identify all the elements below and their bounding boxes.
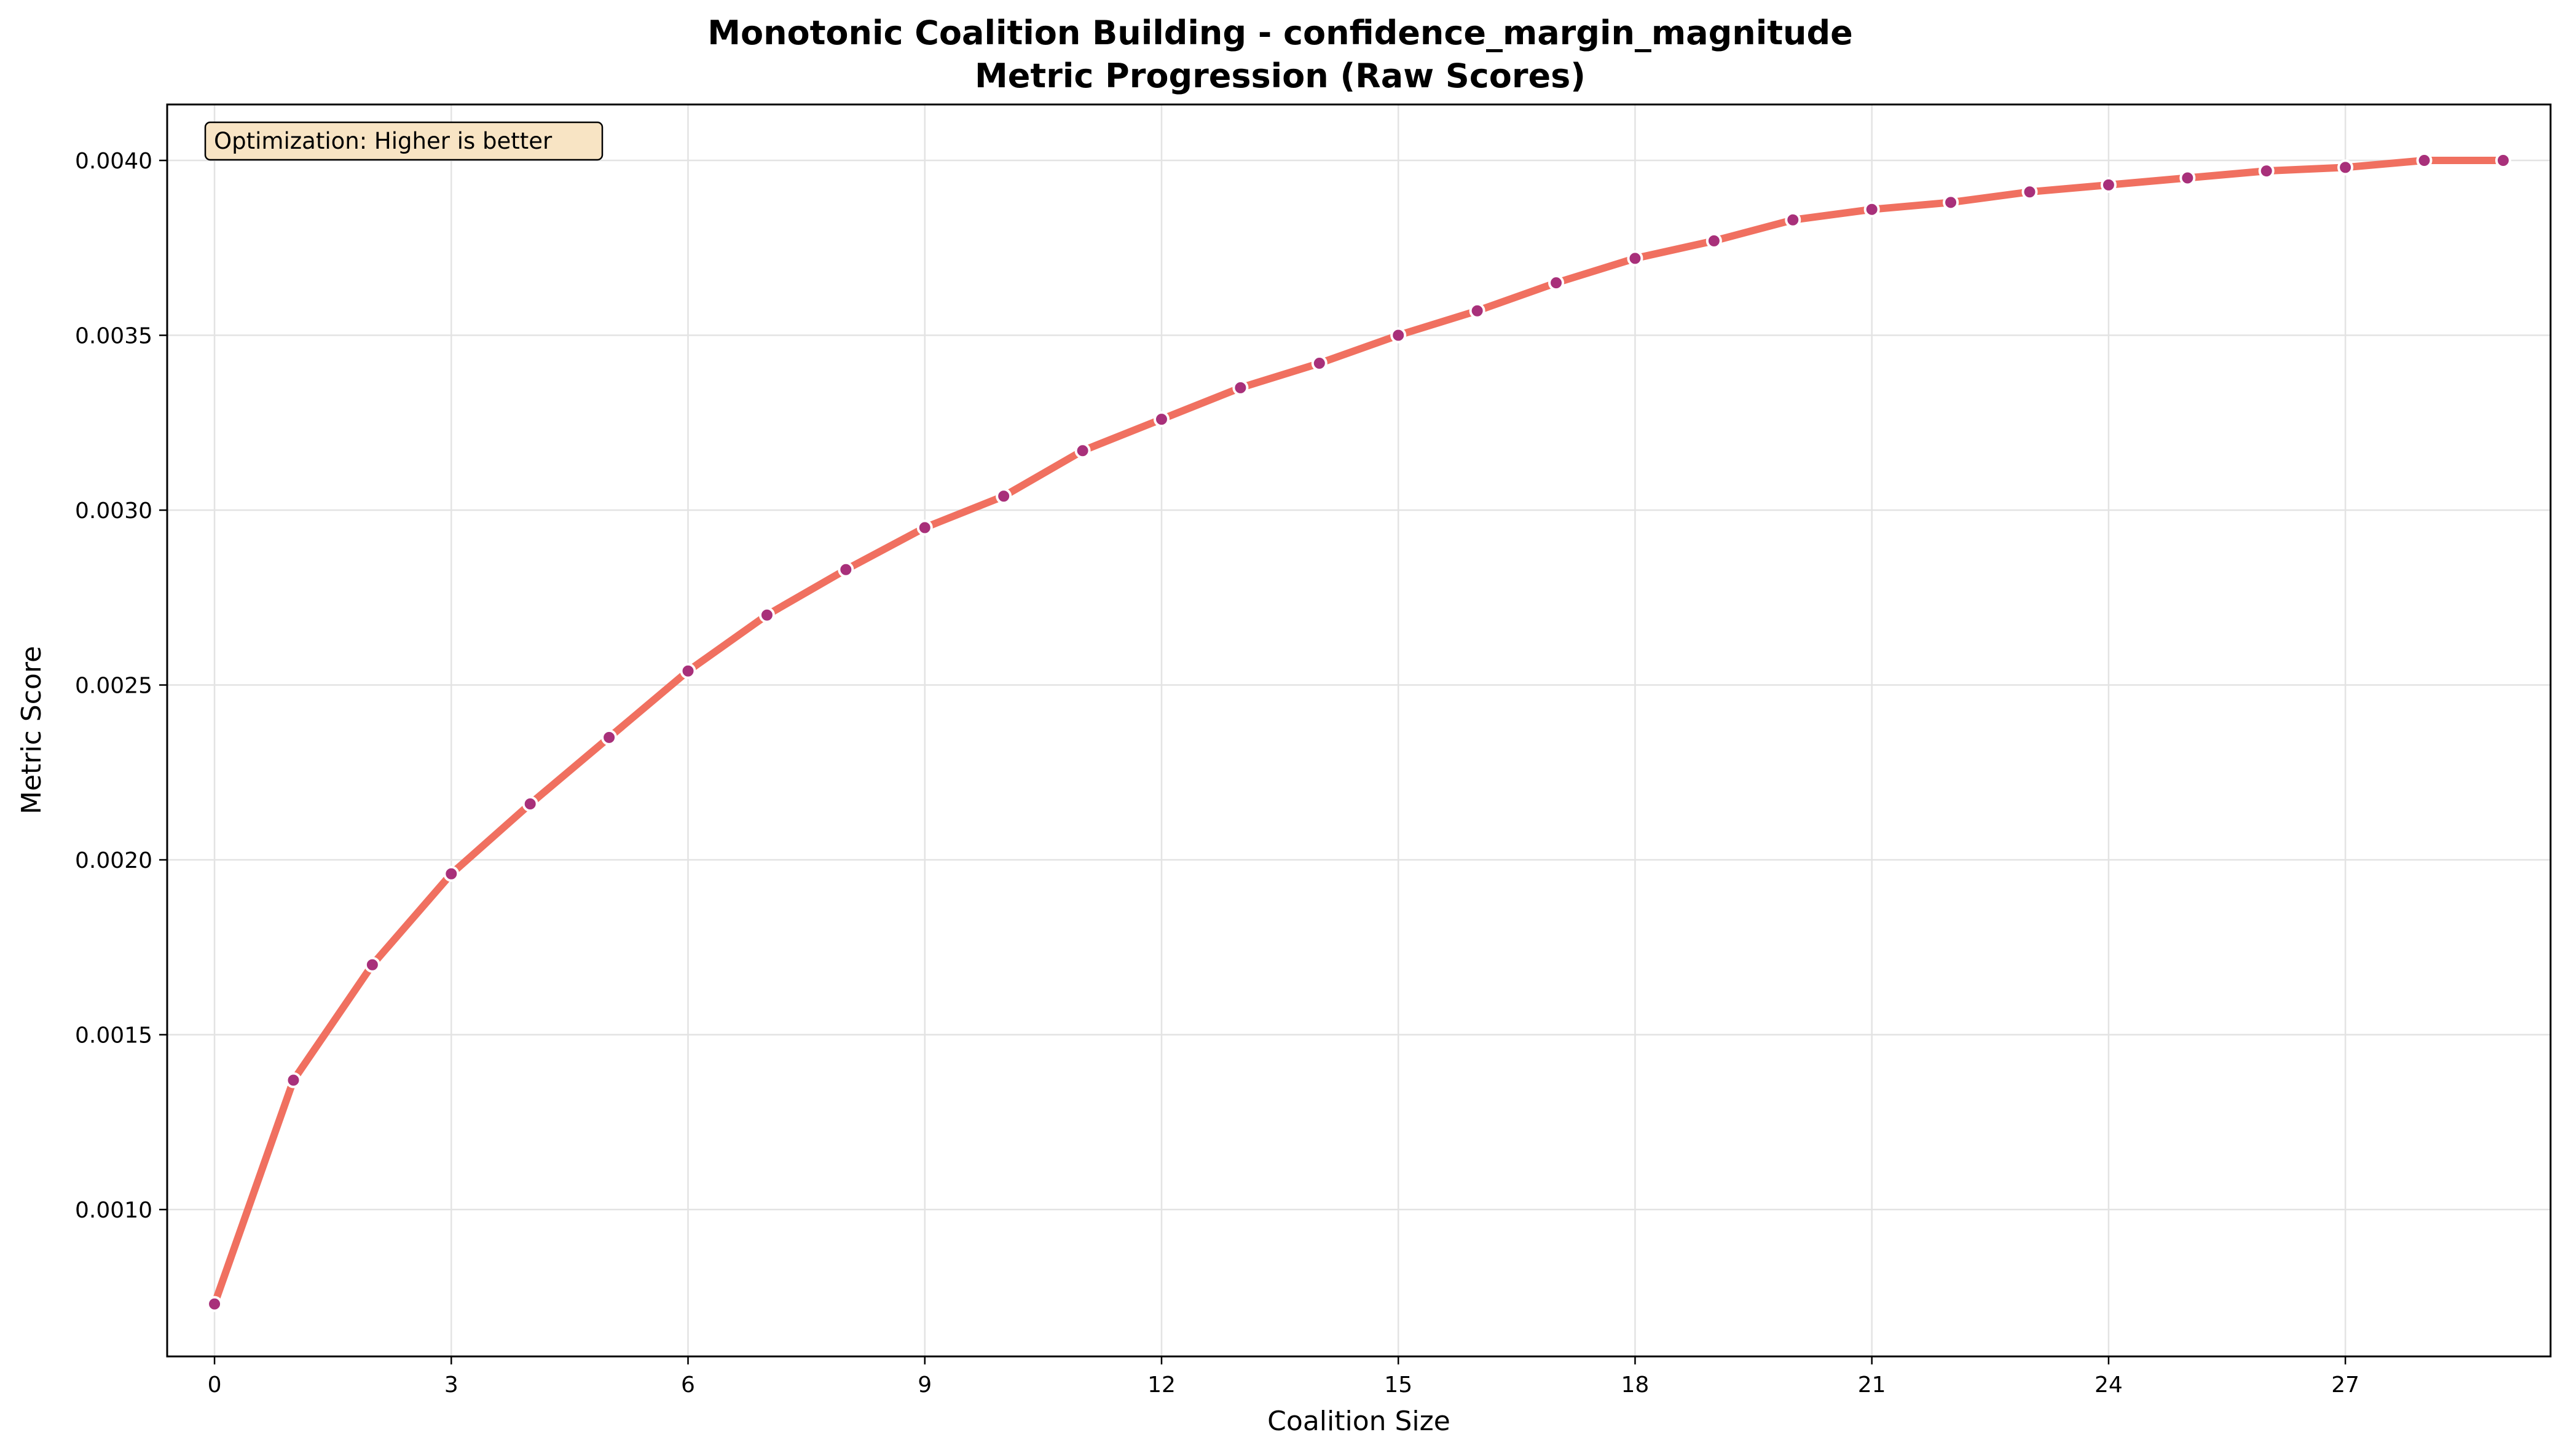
data-point bbox=[2179, 170, 2196, 186]
data-point bbox=[1311, 355, 1328, 372]
data-point bbox=[207, 1296, 223, 1312]
x-tick-label: 21 bbox=[1858, 1372, 1886, 1398]
x-axis: 0 3 6 9 12 15 18 21 24 27 bbox=[208, 1356, 2359, 1398]
x-tick-label: 3 bbox=[444, 1372, 458, 1398]
data-point bbox=[1627, 250, 1643, 267]
plot-frame bbox=[166, 103, 2552, 1358]
y-axis: 0.0010 0.0015 0.0020 0.0025 0.0030 0.0035 0.00… bbox=[75, 149, 167, 1223]
y-tick-label: 0.0040 bbox=[75, 149, 152, 174]
data-point bbox=[758, 607, 775, 623]
data-point bbox=[1390, 327, 1407, 344]
y-tick-label: 0.0015 bbox=[75, 1023, 152, 1049]
data-point bbox=[1863, 201, 1880, 218]
data-point bbox=[838, 561, 854, 578]
data-point bbox=[2337, 159, 2354, 176]
data-point bbox=[443, 865, 460, 882]
data-point bbox=[1232, 379, 1249, 396]
y-tick-label: 0.0020 bbox=[75, 848, 152, 873]
data-point bbox=[1469, 302, 1485, 319]
x-tick-label: 24 bbox=[2095, 1372, 2123, 1398]
data-point bbox=[1705, 232, 1722, 249]
data-point bbox=[601, 729, 618, 746]
y-axis-label: Metric Score bbox=[16, 646, 47, 814]
x-tick-label: 6 bbox=[681, 1372, 695, 1398]
data-point bbox=[2100, 176, 2117, 193]
data-point bbox=[1943, 194, 1959, 211]
data-point bbox=[2416, 152, 2433, 169]
data-point bbox=[1074, 443, 1091, 459]
data-point bbox=[2258, 163, 2275, 179]
y-tick-label: 0.0025 bbox=[75, 674, 152, 699]
y-tick-label: 0.0035 bbox=[75, 324, 152, 349]
y-tick-label: 0.0010 bbox=[75, 1198, 152, 1223]
data-point bbox=[285, 1072, 302, 1088]
data-point bbox=[996, 488, 1012, 505]
annotation-box bbox=[204, 121, 604, 161]
annotation-text: Optimization: Higher is better bbox=[214, 128, 553, 154]
grid bbox=[167, 104, 2551, 1356]
annotation: Optimization: Higher is better bbox=[204, 121, 604, 161]
series-line bbox=[211, 157, 2507, 1308]
series bbox=[207, 152, 2511, 1312]
data-point bbox=[680, 663, 696, 679]
chart-subtitle: Metric Progression (Raw Scores) bbox=[975, 57, 1586, 95]
data-point bbox=[916, 519, 933, 536]
data-point bbox=[1785, 211, 1801, 228]
x-tick-label: 12 bbox=[1147, 1372, 1176, 1398]
x-axis-label: Coalition Size bbox=[1267, 1406, 1450, 1437]
x-tick-label: 27 bbox=[2331, 1372, 2359, 1398]
x-tick-label: 18 bbox=[1621, 1372, 1650, 1398]
y-tick-label: 0.0030 bbox=[75, 498, 152, 524]
data-point bbox=[522, 795, 538, 812]
x-tick-label: 0 bbox=[208, 1372, 222, 1398]
x-tick-label: 9 bbox=[918, 1372, 932, 1398]
data-point bbox=[364, 956, 380, 973]
x-tick-label: 15 bbox=[1384, 1372, 1412, 1398]
data-point bbox=[2495, 152, 2511, 169]
data-point bbox=[1548, 275, 1565, 291]
chart-title: Monotonic Coalition Building - confidenc… bbox=[707, 14, 1853, 52]
data-point bbox=[2021, 184, 2038, 200]
data-point bbox=[1153, 411, 1170, 428]
